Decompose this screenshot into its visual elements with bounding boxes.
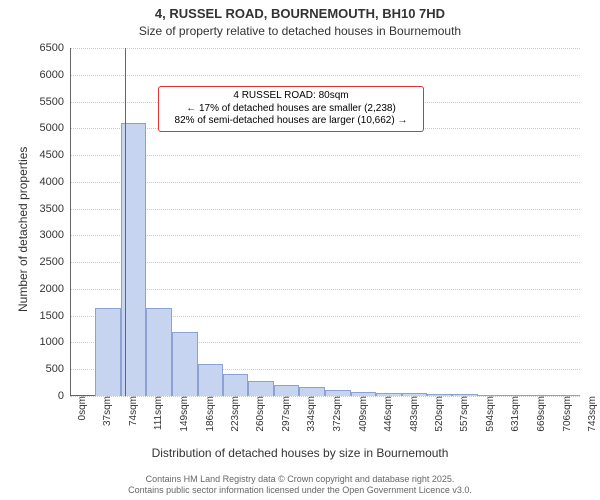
xtick-label: 743sqm	[583, 396, 598, 432]
ytick-label: 2000	[40, 283, 70, 295]
xtick-label: 631sqm	[506, 396, 521, 432]
gridline	[70, 209, 580, 210]
xtick-label: 372sqm	[328, 396, 343, 432]
annotation-box: 4 RUSSEL ROAD: 80sqm← 17% of detached ho…	[158, 86, 424, 132]
ytick-label: 3500	[40, 203, 70, 215]
histogram-bar	[529, 395, 554, 396]
ytick-label: 5000	[40, 122, 70, 134]
annotation-line1: 4 RUSSEL ROAD: 80sqm	[163, 90, 419, 103]
ytick-label: 500	[46, 363, 70, 375]
xtick-label: 706sqm	[558, 396, 573, 432]
xtick-label: 0sqm	[73, 396, 88, 420]
xtick-label: 223sqm	[226, 396, 241, 432]
histogram-bar	[223, 374, 248, 396]
histogram-bar	[376, 393, 401, 396]
histogram-bar	[427, 394, 452, 396]
ytick-label: 6500	[40, 42, 70, 54]
gridline	[70, 48, 580, 49]
histogram-bar	[146, 308, 172, 396]
histogram-bar	[299, 387, 325, 396]
histogram-bar	[503, 395, 529, 396]
xtick-label: 149sqm	[175, 396, 190, 432]
xtick-label: 260sqm	[251, 396, 266, 432]
histogram-bar	[325, 390, 350, 396]
gridline	[70, 75, 580, 76]
xtick-label: 334sqm	[302, 396, 317, 432]
xtick-label: 409sqm	[354, 396, 369, 432]
xtick-label: 111sqm	[149, 396, 164, 430]
gridline	[70, 235, 580, 236]
reference-line	[125, 48, 126, 396]
ytick-label: 4500	[40, 149, 70, 161]
annotation-line3: 82% of semi-detached houses are larger (…	[163, 115, 419, 128]
histogram-bar	[198, 364, 223, 396]
ytick-label: 2500	[40, 256, 70, 268]
footer-line1: Contains HM Land Registry data © Crown c…	[0, 474, 600, 485]
ytick-label: 5500	[40, 96, 70, 108]
histogram-bar	[402, 393, 427, 396]
histogram-bar	[555, 395, 580, 396]
histogram-bar	[351, 392, 376, 396]
xtick-label: 520sqm	[430, 396, 445, 432]
histogram-bar	[274, 385, 299, 396]
gridline	[70, 262, 580, 263]
xtick-label: 483sqm	[405, 396, 420, 432]
ytick-label: 0	[58, 390, 70, 402]
y-axis-label: Number of detached properties	[16, 147, 30, 312]
xtick-label: 186sqm	[201, 396, 216, 432]
ytick-label: 1000	[40, 336, 70, 348]
xtick-label: 74sqm	[124, 396, 139, 426]
xtick-label: 446sqm	[379, 396, 394, 432]
chart-container: 4, RUSSEL ROAD, BOURNEMOUTH, BH10 7HD Si…	[0, 0, 600, 500]
chart-title-main: 4, RUSSEL ROAD, BOURNEMOUTH, BH10 7HD	[0, 6, 600, 21]
gridline	[70, 155, 580, 156]
footer-line2: Contains public sector information licen…	[0, 485, 600, 496]
xtick-label: 669sqm	[532, 396, 547, 432]
gridline	[70, 182, 580, 183]
histogram-bar	[95, 308, 120, 396]
plot-area: 0500100015002000250030003500400045005000…	[70, 48, 580, 396]
footer-attribution: Contains HM Land Registry data © Crown c…	[0, 474, 600, 496]
histogram-bar	[248, 381, 273, 396]
xtick-label: 37sqm	[98, 396, 113, 426]
annotation-line2: ← 17% of detached houses are smaller (2,…	[163, 103, 419, 116]
x-axis-label: Distribution of detached houses by size …	[0, 446, 600, 460]
gridline	[70, 289, 580, 290]
xtick-label: 297sqm	[277, 396, 292, 432]
histogram-bar	[478, 395, 503, 396]
histogram-bar	[172, 332, 197, 396]
gridline	[70, 396, 580, 397]
ytick-label: 6000	[40, 69, 70, 81]
xtick-label: 557sqm	[455, 396, 470, 432]
ytick-label: 4000	[40, 176, 70, 188]
ytick-label: 1500	[40, 310, 70, 322]
ytick-label: 3000	[40, 229, 70, 241]
chart-title-sub: Size of property relative to detached ho…	[0, 24, 600, 38]
histogram-bar	[452, 394, 477, 396]
xtick-label: 594sqm	[481, 396, 496, 432]
y-axis-line	[70, 48, 71, 396]
